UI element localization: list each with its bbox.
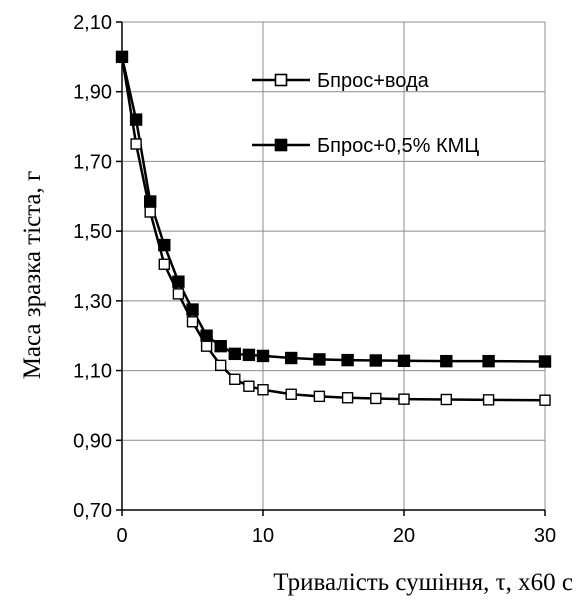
y-tick-label: 0,70 — [73, 500, 112, 522]
x-tick-label: 10 — [252, 525, 274, 547]
series-2-point — [256, 349, 270, 363]
legend: Бпрос+вода Бпрос+0,5% КМЦ — [252, 70, 479, 157]
tick-labels: 0,70 0,90 1,10 1,30 1,50 1,70 1,90 2,10 0 10 20 30 — [73, 12, 556, 547]
legend-marker-1 — [274, 73, 288, 87]
series-1-point — [243, 380, 255, 392]
series-1-point — [144, 206, 156, 218]
series-line-1 — [120, 56, 546, 402]
series-1-point — [158, 258, 171, 270]
legend-marker-2 — [274, 138, 288, 152]
series-2-point — [158, 238, 171, 252]
series-2-point — [200, 329, 213, 342]
y-tick-label: 1,70 — [73, 151, 112, 173]
series-layer — [115, 50, 552, 406]
series-1-point — [440, 393, 452, 406]
y-axis-title: Маса зразка тіста, г — [19, 171, 46, 380]
series-2-point — [214, 339, 227, 353]
series-1-point — [257, 384, 269, 396]
series-2-point — [129, 113, 143, 126]
axes — [116, 21, 546, 516]
series-1-point — [398, 393, 410, 405]
y-tick-label: 1,50 — [73, 221, 112, 243]
y-tick-label: 1,10 — [73, 361, 112, 383]
series-1-point — [482, 394, 495, 406]
series-2-point — [341, 353, 354, 367]
series-1-point — [130, 138, 142, 150]
series-2-point — [115, 50, 129, 64]
y-tick-label: 2,10 — [73, 12, 112, 34]
series-2-point — [228, 347, 242, 361]
series-1-point — [285, 388, 297, 400]
y-tick-label: 1,30 — [73, 291, 112, 313]
series-2-point — [440, 354, 453, 368]
series-2-point — [172, 275, 185, 288]
series-1-point — [186, 316, 199, 328]
y-tick-label: 1,90 — [73, 82, 112, 104]
series-2-point — [242, 348, 256, 362]
series-1-point — [200, 340, 213, 352]
series-2-point — [186, 303, 199, 316]
series-2-point — [143, 195, 157, 208]
legend-label-1: Бпрос+вода — [317, 70, 430, 92]
x-tick-label: 20 — [393, 525, 415, 547]
series-2-point — [482, 354, 495, 368]
series-1-point — [313, 390, 326, 403]
series-2-point — [313, 353, 326, 366]
series-2-point — [397, 354, 411, 368]
series-1-point — [172, 288, 185, 300]
x-axis-title: Тривалість сушіння, τ, x60 с — [273, 569, 573, 596]
series-1-point — [229, 373, 241, 385]
y-tick-label: 0,90 — [73, 430, 112, 452]
series-line-2 — [120, 56, 546, 363]
series-2-point — [369, 354, 382, 367]
legend-label-2: Бпрос+0,5% КМЦ — [317, 135, 479, 157]
x-tick-label: 0 — [116, 525, 127, 547]
series-1-point — [214, 359, 227, 372]
series-1-point — [341, 392, 354, 404]
series-1-point — [539, 394, 551, 406]
series-2-point — [538, 355, 552, 368]
series-2-point — [285, 351, 298, 365]
series-1-point — [370, 392, 382, 405]
x-tick-label: 30 — [534, 525, 556, 547]
grid — [122, 21, 546, 510]
